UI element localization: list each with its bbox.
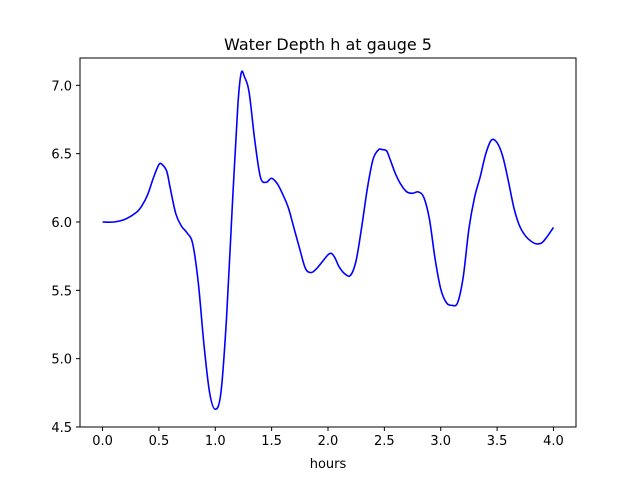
x-tick-label: 0.0: [92, 434, 113, 449]
x-tick-label: 3.0: [430, 434, 451, 449]
x-tick-label: 4.0: [543, 434, 564, 449]
y-axis: 4.5 5.0 5.5 6.0 6.5 7.0: [51, 79, 80, 436]
plot-area-frame: [79, 57, 577, 428]
x-tick-label: 1.0: [205, 434, 226, 449]
x-tick-label: 3.5: [487, 434, 508, 449]
y-tick-label: 7.0: [51, 79, 72, 94]
x-tick-label: 1.5: [261, 434, 282, 449]
x-tick-label: 2.5: [374, 434, 395, 449]
series-layer: [102, 70, 555, 411]
y-tick-label: 5.5: [51, 284, 72, 299]
y-tick-label: 4.5: [51, 421, 72, 436]
y-tick-label: 5.0: [51, 353, 72, 368]
x-axis: 0.0 0.5 1.0 1.5 2.0 2.5 3.0 3.5 4.0: [92, 427, 564, 449]
y-tick-label: 6.5: [51, 148, 72, 163]
y-tick-label: 6.0: [51, 216, 72, 231]
series-line-0: [102, 70, 555, 411]
x-axis-label: hours: [310, 457, 347, 472]
x-tick-label: 0.5: [149, 434, 170, 449]
x-tick-label: 2.0: [318, 434, 339, 449]
chart-title: Water Depth h at gauge 5: [224, 35, 432, 54]
